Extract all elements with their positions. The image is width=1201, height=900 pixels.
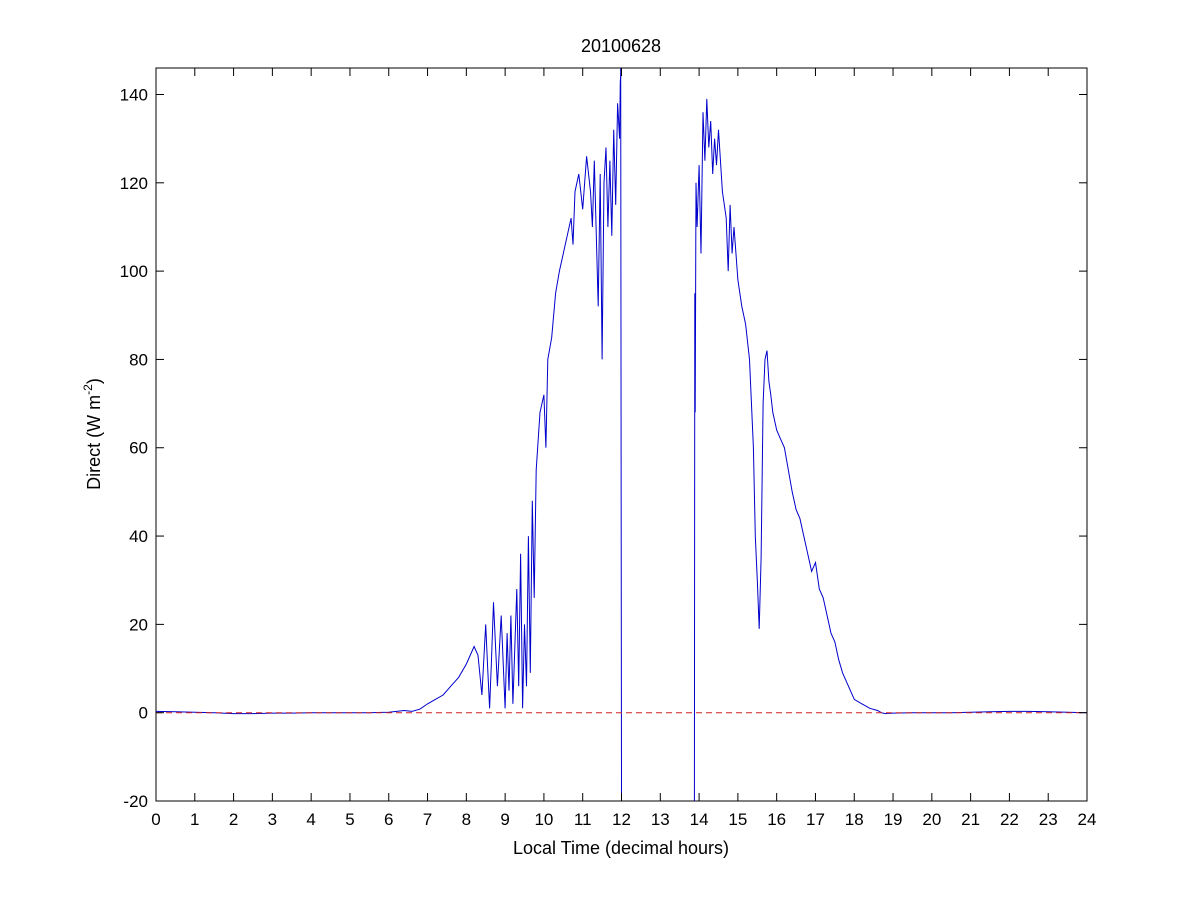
x-axis-label: Local Time (decimal hours) <box>513 838 729 858</box>
x-tick-label: 16 <box>767 810 786 829</box>
series-line-1 <box>155 67 622 715</box>
chart-title: 20100628 <box>581 36 661 56</box>
x-tick-label: 3 <box>268 810 277 829</box>
y-tick-label: -20 <box>123 792 148 811</box>
x-tick-label: 20 <box>922 810 941 829</box>
y-tick-label: 40 <box>129 527 148 546</box>
x-tick-label: 12 <box>612 810 631 829</box>
x-tick-label: 5 <box>345 810 354 829</box>
y-axis-label-main: Direct (W m <box>84 395 104 490</box>
series-line-2 <box>620 67 622 802</box>
x-tick-label: 0 <box>151 810 160 829</box>
x-tick-label: 15 <box>728 810 747 829</box>
x-tick-label: 21 <box>961 810 980 829</box>
x-tick-label: 2 <box>229 810 238 829</box>
x-tick-label: 19 <box>884 810 903 829</box>
x-tick-label: 22 <box>1000 810 1019 829</box>
y-axis-label: Direct (W m-2) <box>81 378 104 490</box>
y-axis-label-close: ) <box>84 378 104 384</box>
y-axis-label-superscript: -2 <box>81 384 95 395</box>
x-tick-label: 6 <box>384 810 393 829</box>
x-tick-label: 23 <box>1039 810 1058 829</box>
ticks-layer: 0 1 2 3 4 5 6 7 8 9 10 11 12 13 14 15 16 17 18 19 20 21 22 23 24… <box>120 68 1097 829</box>
x-tick-label: 11 <box>574 810 592 829</box>
x-tick-label: 7 <box>423 810 432 829</box>
x-tick-label: 9 <box>500 810 509 829</box>
x-tick-label: 10 <box>534 810 553 829</box>
x-tick-label: 8 <box>462 810 471 829</box>
x-tick-label: 1 <box>190 810 199 829</box>
series-layer <box>155 67 1088 802</box>
x-tick-label: 17 <box>806 810 825 829</box>
y-tick-label: 20 <box>129 615 148 634</box>
y-tick-label: 60 <box>129 439 148 458</box>
x-tick-label: 18 <box>845 810 864 829</box>
y-tick-label: 140 <box>120 85 148 104</box>
x-tick-label: 4 <box>306 810 315 829</box>
y-tick-label: 80 <box>129 350 148 369</box>
y-tick-label: 100 <box>120 262 148 281</box>
y-tick-label: 0 <box>139 704 148 723</box>
x-tick-label: 24 <box>1078 810 1097 829</box>
y-tick-label: 120 <box>120 174 148 193</box>
x-tick-label: 14 <box>690 810 709 829</box>
x-tick-label: 13 <box>651 810 670 829</box>
